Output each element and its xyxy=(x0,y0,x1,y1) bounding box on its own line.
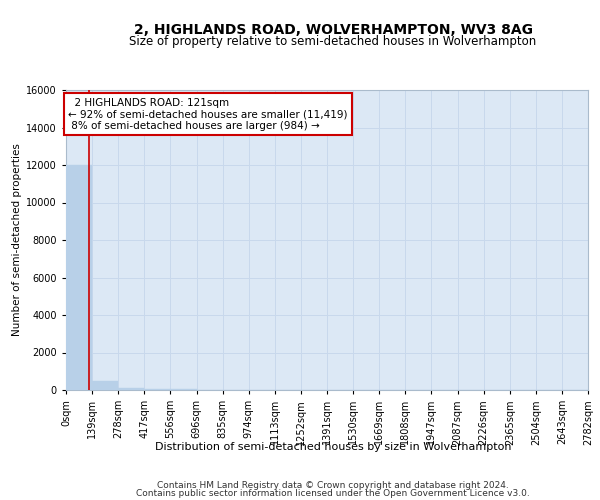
Bar xyxy=(92,380,118,390)
Text: Contains HM Land Registry data © Crown copyright and database right 2024.: Contains HM Land Registry data © Crown c… xyxy=(157,480,509,490)
Bar xyxy=(66,165,92,390)
Text: 2, HIGHLANDS ROAD, WOLVERHAMPTON, WV3 8AG: 2, HIGHLANDS ROAD, WOLVERHAMPTON, WV3 8A… xyxy=(134,22,533,36)
Text: Distribution of semi-detached houses by size in Wolverhampton: Distribution of semi-detached houses by … xyxy=(155,442,511,452)
Text: Contains public sector information licensed under the Open Government Licence v3: Contains public sector information licen… xyxy=(136,489,530,498)
Bar xyxy=(118,388,144,390)
Text: Size of property relative to semi-detached houses in Wolverhampton: Size of property relative to semi-detach… xyxy=(130,35,536,48)
Text: 2 HIGHLANDS ROAD: 121sqm
← 92% of semi-detached houses are smaller (11,419)
 8% : 2 HIGHLANDS ROAD: 121sqm ← 92% of semi-d… xyxy=(68,98,347,130)
Bar xyxy=(144,389,170,390)
Y-axis label: Number of semi-detached properties: Number of semi-detached properties xyxy=(12,144,22,336)
